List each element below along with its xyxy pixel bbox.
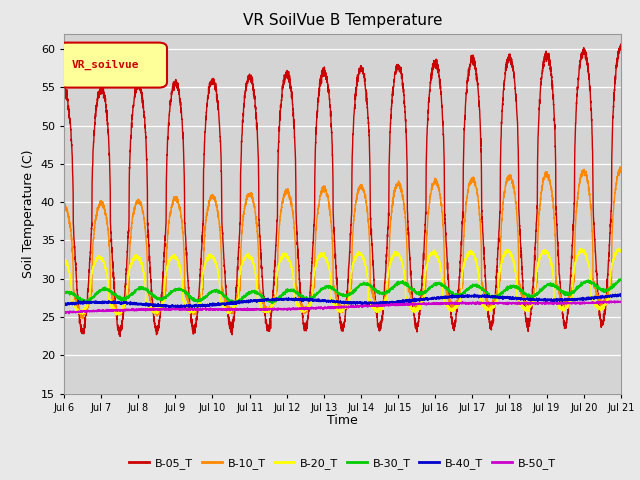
B-40_T bbox=[60, 301, 68, 307]
B-05_T bbox=[616, 47, 624, 52]
B-30_T bbox=[467, 285, 475, 291]
B-30_T bbox=[228, 301, 236, 307]
B-10_T bbox=[616, 164, 624, 170]
B-50_T bbox=[436, 301, 444, 307]
B-05_T bbox=[499, 102, 507, 108]
B-50_T bbox=[322, 305, 330, 311]
B-40_T bbox=[499, 294, 507, 300]
B-05_T bbox=[617, 41, 625, 47]
Line: B-05_T: B-05_T bbox=[64, 44, 621, 336]
B-20_T bbox=[436, 267, 444, 273]
B-30_T bbox=[499, 289, 507, 295]
Line: B-50_T: B-50_T bbox=[64, 301, 621, 313]
B-10_T bbox=[616, 167, 624, 172]
B-50_T bbox=[60, 310, 68, 316]
B-40_T bbox=[616, 293, 624, 299]
Title: VR SoilVue B Temperature: VR SoilVue B Temperature bbox=[243, 13, 442, 28]
B-30_T bbox=[616, 276, 624, 282]
B-30_T bbox=[616, 276, 624, 282]
B-10_T bbox=[436, 195, 444, 201]
B-50_T bbox=[617, 299, 625, 305]
Line: B-10_T: B-10_T bbox=[64, 167, 621, 319]
B-50_T bbox=[65, 311, 73, 316]
B-40_T bbox=[322, 299, 330, 304]
B-10_T bbox=[160, 291, 168, 297]
B-10_T bbox=[60, 203, 68, 208]
B-10_T bbox=[467, 176, 475, 181]
Line: B-20_T: B-20_T bbox=[64, 248, 621, 315]
B-50_T bbox=[467, 301, 475, 307]
B-50_T bbox=[611, 298, 618, 304]
B-20_T bbox=[113, 312, 120, 318]
B-20_T bbox=[160, 298, 168, 304]
B-40_T bbox=[160, 304, 168, 310]
FancyBboxPatch shape bbox=[58, 43, 167, 87]
B-10_T bbox=[79, 316, 86, 322]
B-40_T bbox=[175, 305, 183, 311]
B-30_T bbox=[60, 291, 68, 297]
B-20_T bbox=[322, 256, 330, 262]
B-05_T bbox=[436, 86, 444, 92]
Text: VR_soilvue: VR_soilvue bbox=[71, 60, 139, 71]
B-10_T bbox=[499, 207, 507, 213]
B-50_T bbox=[616, 299, 624, 305]
B-40_T bbox=[617, 292, 625, 298]
B-30_T bbox=[436, 281, 444, 287]
B-20_T bbox=[60, 255, 68, 261]
Y-axis label: Soil Temperature (C): Soil Temperature (C) bbox=[22, 149, 35, 278]
B-40_T bbox=[436, 295, 444, 301]
B-10_T bbox=[617, 169, 625, 175]
X-axis label: Time: Time bbox=[327, 414, 358, 427]
B-05_T bbox=[116, 334, 124, 339]
B-40_T bbox=[467, 293, 475, 299]
B-05_T bbox=[160, 250, 168, 255]
B-05_T bbox=[322, 73, 330, 79]
B-30_T bbox=[160, 294, 168, 300]
B-20_T bbox=[615, 245, 623, 251]
B-50_T bbox=[160, 306, 168, 312]
Line: B-40_T: B-40_T bbox=[64, 294, 621, 308]
B-40_T bbox=[616, 291, 624, 297]
B-30_T bbox=[617, 277, 625, 283]
B-20_T bbox=[616, 248, 624, 254]
B-30_T bbox=[322, 284, 330, 290]
Legend: B-05_T, B-10_T, B-20_T, B-30_T, B-40_T, B-50_T: B-05_T, B-10_T, B-20_T, B-30_T, B-40_T, … bbox=[125, 453, 560, 473]
B-20_T bbox=[467, 251, 475, 257]
B-50_T bbox=[499, 300, 507, 306]
B-05_T bbox=[467, 56, 475, 62]
Line: B-30_T: B-30_T bbox=[64, 279, 621, 304]
B-10_T bbox=[322, 188, 330, 194]
B-20_T bbox=[617, 249, 625, 254]
B-20_T bbox=[499, 254, 507, 260]
B-05_T bbox=[60, 89, 68, 95]
